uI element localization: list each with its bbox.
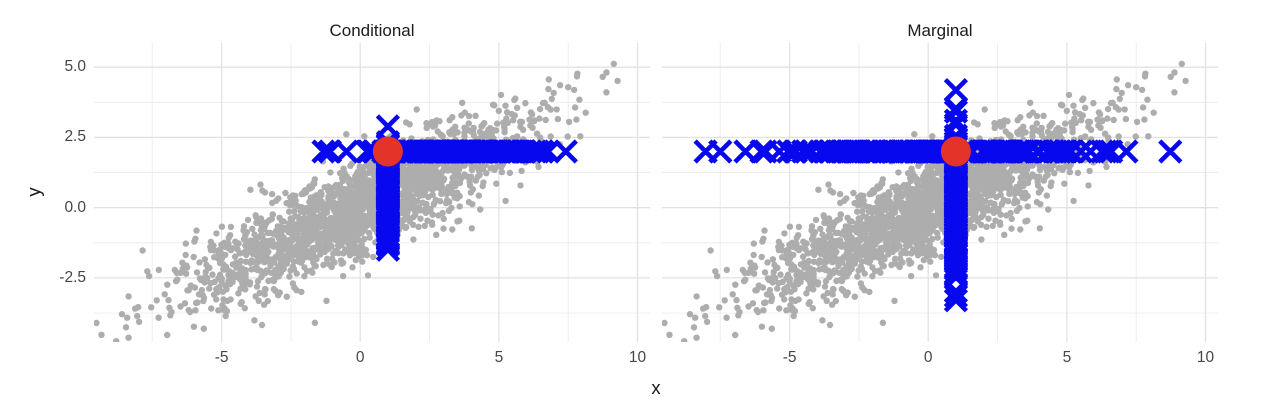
y-tick-label: -2.5 bbox=[59, 268, 86, 286]
x-tick-label: 0 bbox=[355, 349, 365, 366]
panel-marginal bbox=[662, 60, 1189, 342]
x-tick-label: 5 bbox=[494, 349, 504, 366]
x-axis-title: x bbox=[651, 377, 661, 398]
background-points bbox=[94, 60, 621, 342]
y-tick-label: 2.5 bbox=[64, 128, 86, 146]
x-tick-label: 5 bbox=[1062, 349, 1072, 366]
y-tick-label: 0.0 bbox=[64, 198, 86, 216]
highlight-point bbox=[372, 136, 403, 167]
x-tick-label: 10 bbox=[628, 349, 647, 366]
x-tick-label: 0 bbox=[923, 349, 933, 366]
highlight-point bbox=[940, 136, 971, 167]
facet-title-conditional: Conditional bbox=[329, 21, 415, 40]
panel-conditional bbox=[94, 60, 621, 342]
x-tick-label: -5 bbox=[782, 349, 797, 366]
y-tick-label: 5.0 bbox=[64, 58, 86, 76]
background-points bbox=[662, 60, 1189, 342]
x-tick-label: -5 bbox=[214, 349, 229, 366]
x-tick-label: 10 bbox=[1196, 349, 1215, 366]
facet-title-marginal: Marginal bbox=[907, 21, 973, 40]
